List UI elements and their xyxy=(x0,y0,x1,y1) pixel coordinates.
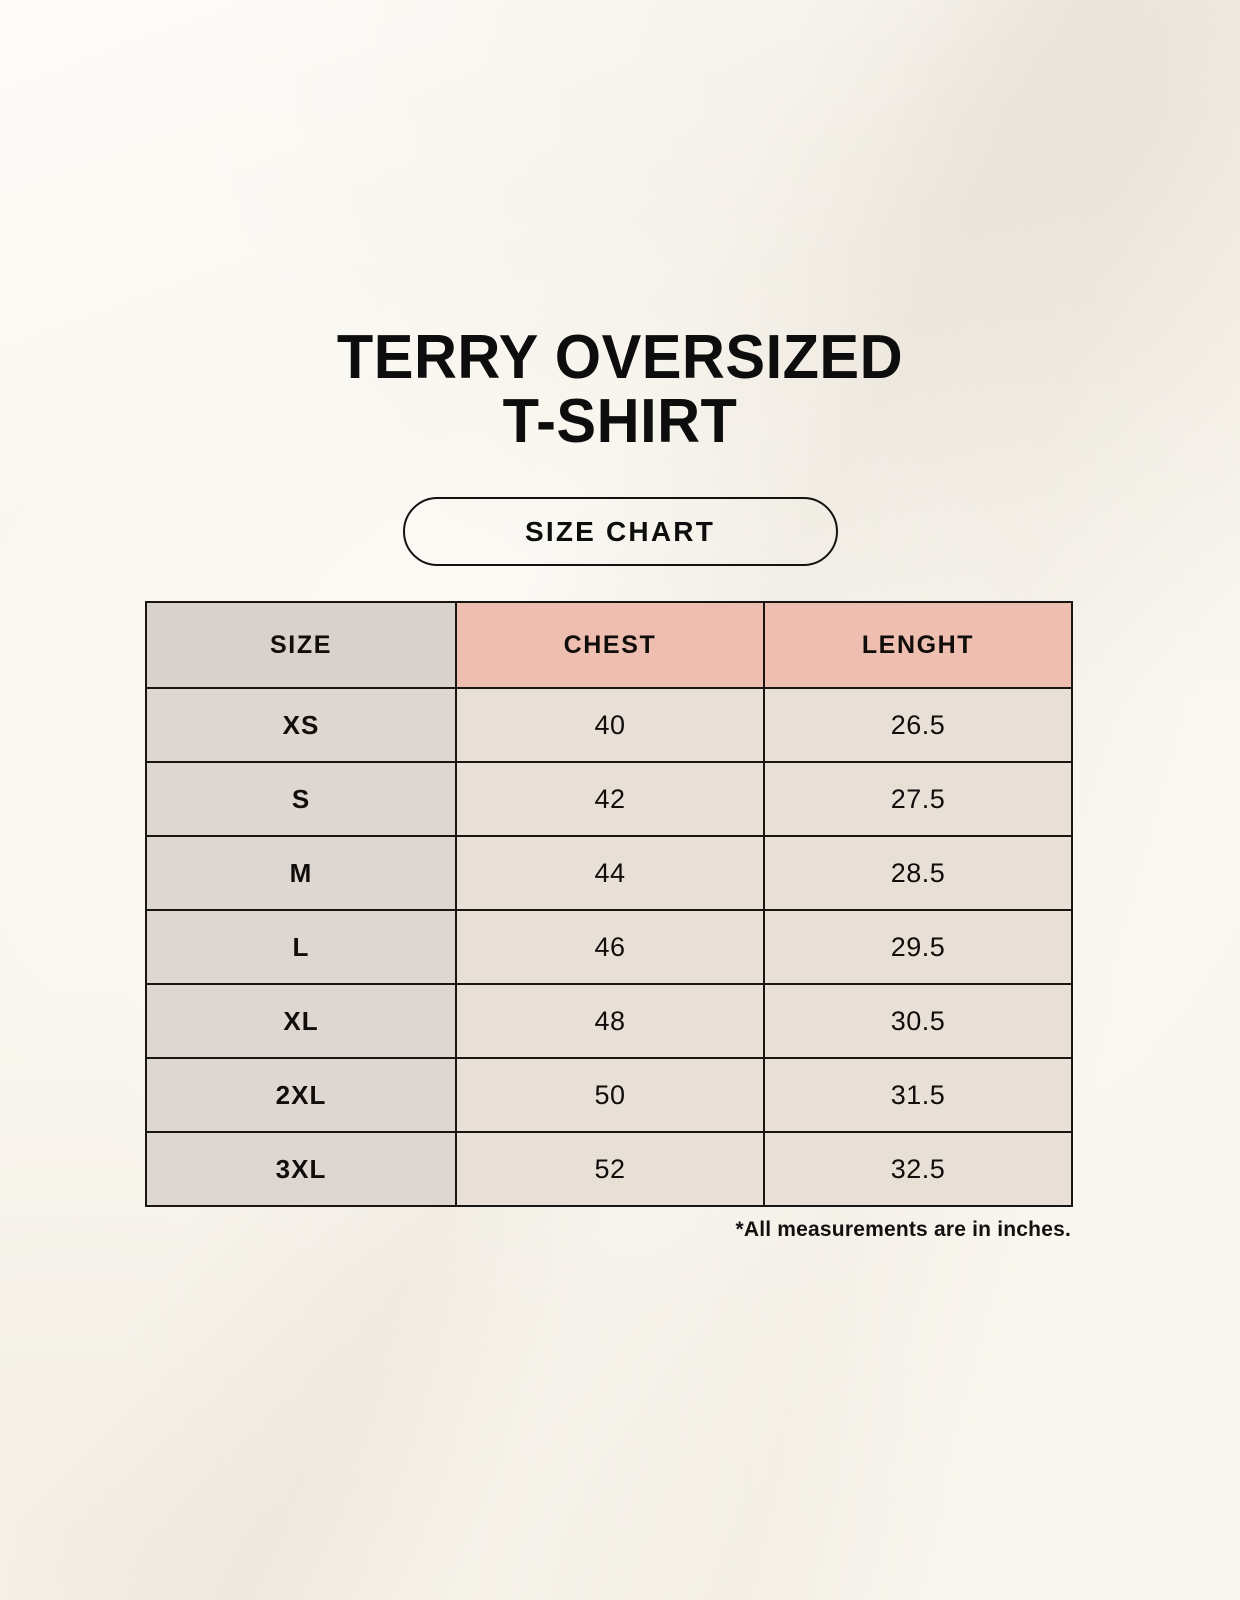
page-title: TERRY OVERSIZED T-SHIRT xyxy=(0,326,1240,454)
table-header-row: SIZE CHEST LENGHT xyxy=(145,601,1073,689)
title-line-2: T-SHIRT xyxy=(502,387,738,456)
cell-size: M xyxy=(145,835,457,911)
cell-chest: 40 xyxy=(455,687,765,763)
cell-length: 27.5 xyxy=(763,761,1073,837)
table-row: S 42 27.5 xyxy=(145,761,1073,837)
cell-length: 31.5 xyxy=(763,1057,1073,1133)
cell-chest: 52 xyxy=(455,1131,765,1207)
size-chart-badge: SIZE CHART xyxy=(402,497,838,566)
cell-size: 3XL xyxy=(145,1131,457,1207)
column-header-size: SIZE xyxy=(145,601,457,689)
cell-chest: 48 xyxy=(455,983,765,1059)
size-chart-table: SIZE CHEST LENGHT XS 40 26.5 S 42 27.5 M xyxy=(145,601,1073,1207)
cell-length: 30.5 xyxy=(763,983,1073,1059)
measurement-footnote: *All measurements are in inches. xyxy=(735,1218,1071,1241)
cell-size: L xyxy=(145,909,457,985)
table-row: 3XL 52 32.5 xyxy=(145,1131,1073,1207)
table-header: SIZE CHEST LENGHT xyxy=(145,601,1073,689)
cell-chest: 50 xyxy=(455,1057,765,1133)
cell-length: 29.5 xyxy=(763,909,1073,985)
table-row: XL 48 30.5 xyxy=(145,983,1073,1059)
size-chart-badge-container: SIZE CHART xyxy=(0,497,1240,566)
cell-length: 26.5 xyxy=(763,687,1073,763)
cell-chest: 44 xyxy=(455,835,765,911)
table-row: M 44 28.5 xyxy=(145,835,1073,911)
cell-size: S xyxy=(145,761,457,837)
cell-size: XL xyxy=(145,983,457,1059)
table-row: L 46 29.5 xyxy=(145,909,1073,985)
cell-length: 28.5 xyxy=(763,835,1073,911)
table-body: XS 40 26.5 S 42 27.5 M 44 28.5 L 46 xyxy=(145,687,1073,1207)
cell-size: XS xyxy=(145,687,457,763)
cell-size: 2XL xyxy=(145,1057,457,1133)
cell-chest: 42 xyxy=(455,761,765,837)
size-chart-table-container: SIZE CHEST LENGHT XS 40 26.5 S 42 27.5 M xyxy=(145,601,1073,1207)
table-row: 2XL 50 31.5 xyxy=(145,1057,1073,1133)
column-header-length: LENGHT xyxy=(763,601,1073,689)
cell-chest: 46 xyxy=(455,909,765,985)
cell-length: 32.5 xyxy=(763,1131,1073,1207)
table-row: XS 40 26.5 xyxy=(145,687,1073,763)
column-header-chest: CHEST xyxy=(455,601,765,689)
title-line-1: TERRY OVERSIZED xyxy=(336,323,904,392)
